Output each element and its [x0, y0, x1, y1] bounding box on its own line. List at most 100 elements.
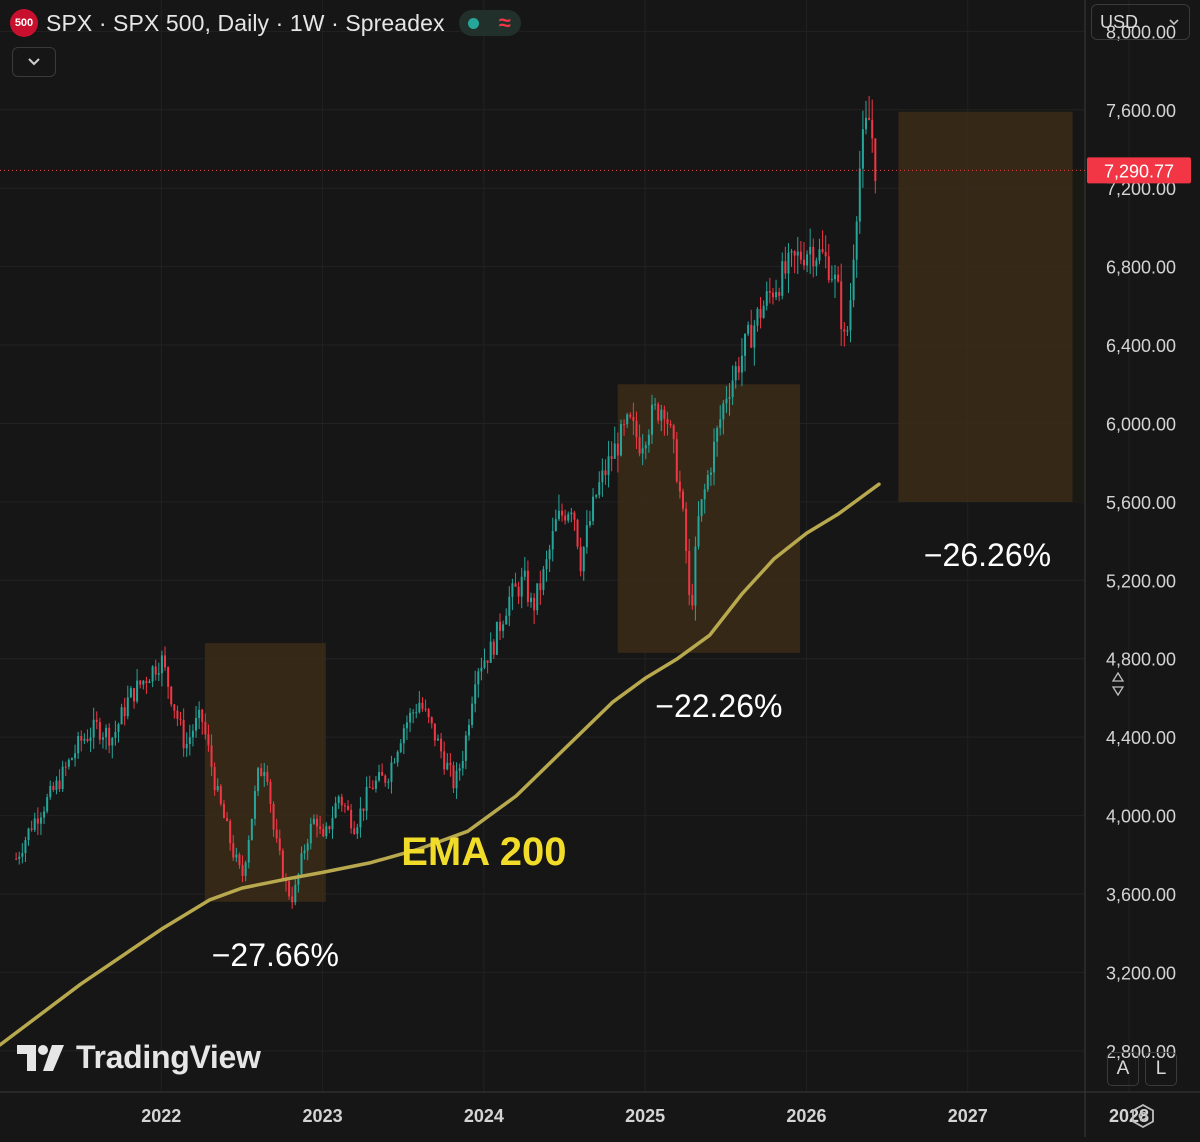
symbol-title[interactable]: SPX · SPX 500, Daily · 1W · Spreadex: [46, 9, 445, 36]
candle-body: [67, 759, 70, 767]
candle-body: [499, 621, 501, 632]
candle-body: [70, 758, 73, 760]
candle-body: [492, 641, 495, 655]
candle-body: [27, 828, 30, 841]
candle-body: [250, 818, 253, 840]
candle-body: [123, 707, 126, 717]
candle-body: [502, 624, 505, 632]
candle-body: [818, 249, 821, 261]
candle-body: [570, 512, 573, 515]
auto-scale-button[interactable]: A: [1107, 1052, 1139, 1086]
candle-body: [461, 760, 464, 769]
y-tick-label: 4,400.00: [1106, 728, 1176, 748]
collapse-legend-button[interactable]: [12, 47, 56, 77]
y-tick-label: 5,200.00: [1106, 571, 1176, 591]
candle-body: [49, 785, 52, 798]
candle-body: [455, 770, 458, 789]
candle-body: [716, 428, 719, 442]
last-price-label: 7,290.77: [1104, 161, 1174, 181]
candle-body: [18, 856, 21, 859]
candle-body: [188, 737, 191, 744]
candle-body: [685, 508, 688, 551]
candle-body: [483, 660, 486, 668]
candle-body: [802, 259, 805, 266]
candle-body: [30, 828, 33, 830]
live-data-icon: ≈: [498, 10, 511, 35]
candle-body: [799, 251, 802, 260]
candle-body: [117, 724, 120, 733]
candle-body: [148, 681, 151, 684]
candle-body: [297, 874, 300, 885]
candle-body: [412, 712, 415, 714]
candle-body: [15, 858, 18, 860]
candle-body: [105, 727, 108, 738]
candle-body: [139, 680, 142, 685]
candle-body: [694, 546, 697, 606]
candle-body: [579, 546, 582, 572]
candle-body: [464, 735, 467, 761]
candle-body: [858, 168, 861, 222]
y-tick-label: 5,600.00: [1106, 493, 1176, 513]
candle-body: [136, 680, 139, 702]
candle-body: [861, 129, 864, 169]
candle-body: [626, 414, 629, 425]
candle-body: [86, 738, 89, 741]
chevron-down-icon: [1169, 18, 1179, 25]
market-status-pill[interactable]: ≈: [458, 10, 521, 36]
candle-body: [508, 596, 511, 616]
candle-body: [399, 743, 402, 752]
scale-swap-icon[interactable]: [1108, 671, 1128, 699]
y-tick-label: 6,000.00: [1106, 414, 1176, 434]
x-tick-label: 2023: [303, 1106, 343, 1126]
candle-body: [101, 737, 104, 740]
candle-body: [678, 481, 681, 492]
candle-body: [306, 843, 309, 851]
candle-body: [796, 251, 799, 256]
settings-icon[interactable]: [1130, 1103, 1156, 1129]
candle-body: [821, 249, 824, 253]
candle-body: [393, 762, 396, 764]
candle-body: [771, 292, 774, 298]
x-tick-label: 2028: [1109, 1106, 1149, 1126]
tradingview-logo-icon: [17, 1044, 64, 1071]
candle-body: [784, 261, 787, 274]
candle-body: [787, 252, 790, 274]
candle-body: [533, 597, 536, 611]
candle-body: [517, 586, 520, 597]
candle-body: [390, 762, 393, 782]
candle-body: [167, 667, 170, 687]
candle-body: [191, 730, 194, 738]
candle-body: [874, 138, 877, 181]
candle-body: [846, 330, 849, 332]
candle-body: [207, 734, 210, 746]
log-scale-button[interactable]: L: [1145, 1052, 1177, 1086]
candle-body: [244, 862, 247, 876]
y-tick-label: 7,600.00: [1106, 101, 1176, 121]
currency-select[interactable]: USD: [1091, 4, 1190, 40]
candle-body: [740, 355, 743, 373]
candle-body: [235, 854, 238, 858]
candle-body: [350, 809, 353, 829]
candle-body: [213, 766, 216, 791]
candle-body: [505, 615, 508, 625]
candle-body: [80, 735, 83, 741]
candle-body: [561, 510, 564, 516]
candle-body: [263, 772, 266, 777]
candle-body: [160, 655, 163, 674]
candle-body: [427, 709, 430, 718]
candle-body: [734, 366, 737, 381]
hexagon-settings-icon: [1132, 1103, 1154, 1129]
candle-body: [362, 808, 365, 811]
candle-body: [353, 828, 356, 834]
candle-body: [595, 495, 598, 497]
candle-body: [132, 688, 135, 702]
chart-header: 500 SPX · SPX 500, Daily · 1W · Spreadex…: [10, 6, 521, 40]
candle-body: [185, 743, 188, 749]
candle-body: [433, 723, 436, 741]
candle-body: [229, 821, 232, 844]
symbol-badge[interactable]: 500: [10, 9, 38, 37]
candle-body: [92, 719, 95, 738]
candle-body: [657, 404, 660, 421]
